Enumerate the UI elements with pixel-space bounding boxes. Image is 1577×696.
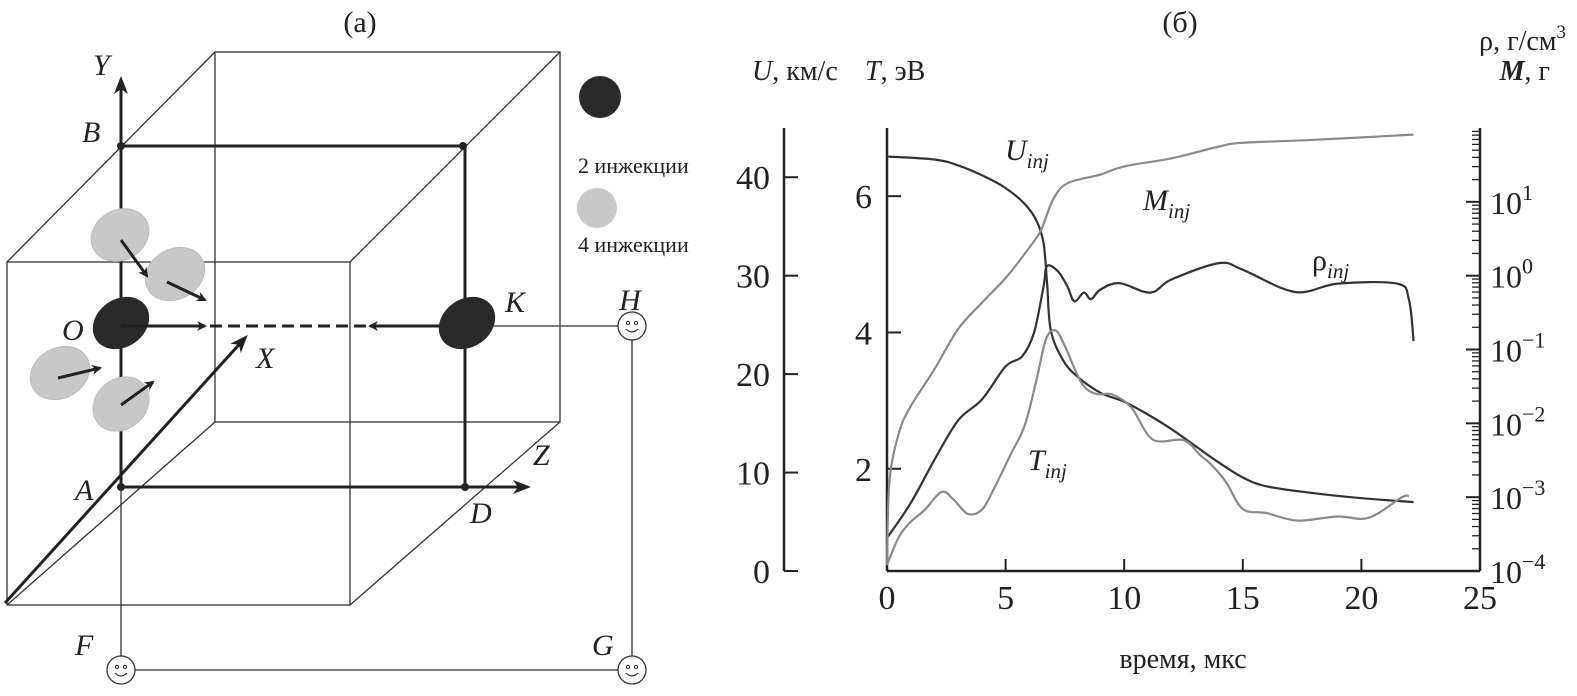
t-tick-label: 4	[855, 315, 872, 352]
label-Z: Z	[533, 439, 550, 472]
observer-lines	[120, 325, 633, 671]
x-tick-label: 10	[1107, 580, 1141, 617]
rho-axis-title: ρ, г/см3	[1479, 22, 1566, 57]
legend-label-2: 2 инжекции	[578, 153, 689, 178]
series-label-rho: ρinj	[1312, 244, 1349, 283]
right-tick-label: 10−4	[1490, 549, 1545, 590]
t-axis-title: T, эВ	[865, 56, 925, 87]
u-tick-label: 20	[736, 357, 770, 394]
x-tick-label: 20	[1344, 580, 1378, 617]
label-A: A	[73, 474, 94, 507]
legend-marker-4	[577, 188, 617, 228]
series-label-U: Uinj	[1005, 134, 1049, 173]
label-G: G	[592, 629, 614, 662]
x-tick-label: 5	[997, 580, 1014, 617]
right-tick-label: 101	[1490, 180, 1533, 221]
right-tick-label: 100	[1490, 254, 1533, 295]
label-H: H	[618, 284, 643, 317]
u-tick-label: 0	[753, 554, 770, 591]
panel-b-label: (б)	[1162, 6, 1197, 39]
x-axis-title: время, мкс	[1119, 644, 1246, 675]
injector-O	[92, 296, 150, 350]
label-X: X	[255, 342, 276, 375]
u-axis-title: U, км/с	[752, 56, 838, 87]
right-tick-label: 10−2	[1490, 401, 1545, 442]
observer-F-smiley-icon	[106, 655, 136, 685]
series-line-M-inj	[885, 133, 1414, 566]
right-tick-label: 10−3	[1490, 475, 1545, 516]
observer-G-smiley-icon	[617, 655, 647, 685]
legend-marker-2	[579, 76, 621, 118]
t-tick-label: 6	[855, 179, 872, 216]
injection-arrows	[57, 239, 207, 407]
x-tick-label: 0	[879, 580, 896, 617]
label-Y: Y	[93, 49, 113, 82]
u-tick-label: 40	[736, 160, 770, 197]
u-tick-label: 10	[736, 456, 770, 493]
cube-outline	[6, 51, 561, 606]
series-label-M: Minj	[1142, 184, 1190, 223]
label-B: B	[82, 116, 100, 149]
x-tick-label: 25	[1463, 580, 1497, 617]
observer-H-smiley-icon	[617, 311, 647, 341]
legend-label-4: 4 инжекции	[578, 232, 689, 257]
right-tick-label: 10−1	[1490, 328, 1545, 369]
series-label-T: Tinj	[1028, 444, 1067, 483]
label-D: D	[469, 497, 492, 530]
injector-K	[438, 296, 496, 350]
series-line-ρ-inj	[886, 261, 1415, 539]
u-tick-label: 30	[736, 259, 770, 296]
t-tick-label: 2	[855, 452, 872, 489]
label-K: K	[504, 286, 527, 319]
panel-a-diagram: (а)	[3, 6, 689, 685]
label-O: O	[62, 314, 84, 347]
label-F: F	[74, 629, 94, 662]
series-line-T-inj	[885, 329, 1410, 566]
x-tick-label: 15	[1226, 580, 1260, 617]
m-axis-title: M, г	[1499, 56, 1550, 87]
panel-a-label: (а)	[343, 6, 376, 39]
